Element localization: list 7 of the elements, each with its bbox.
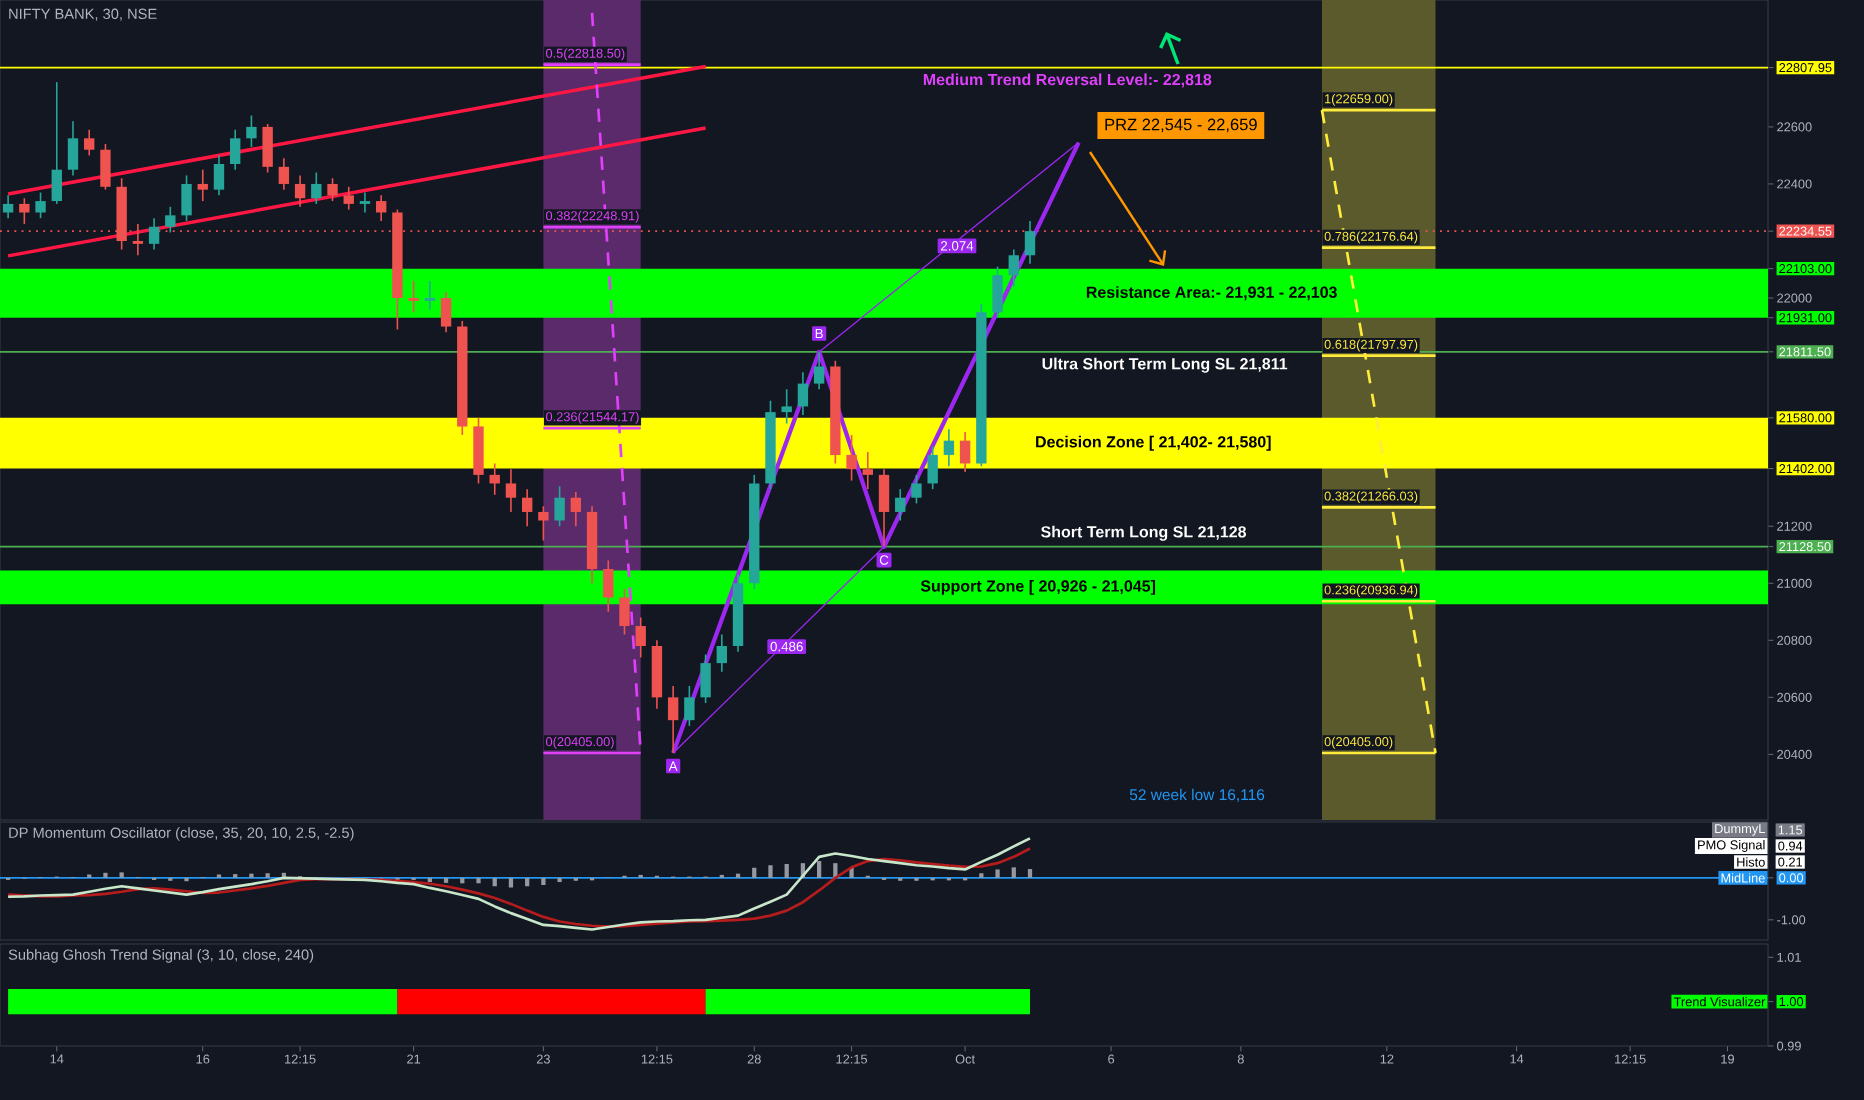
ref-line-label: Medium Trend Reversal Level:- 22,818 — [923, 73, 1212, 88]
annotation: PRZ 22,545 - 22,659 — [1105, 118, 1257, 133]
ref-line-label: Short Term Long SL 21,128 — [1041, 525, 1247, 541]
band-label: Support Zone [ 20,926 - 21,045] — [920, 579, 1156, 595]
band-label: Decision Zone [ 21,402- 21,580] — [1036, 435, 1271, 451]
ref-line-label: Ultra Short Term Long SL 21,811 — [1042, 357, 1288, 373]
band-label: Resistance Area:- 21,931 - 22,103 — [1086, 286, 1337, 301]
